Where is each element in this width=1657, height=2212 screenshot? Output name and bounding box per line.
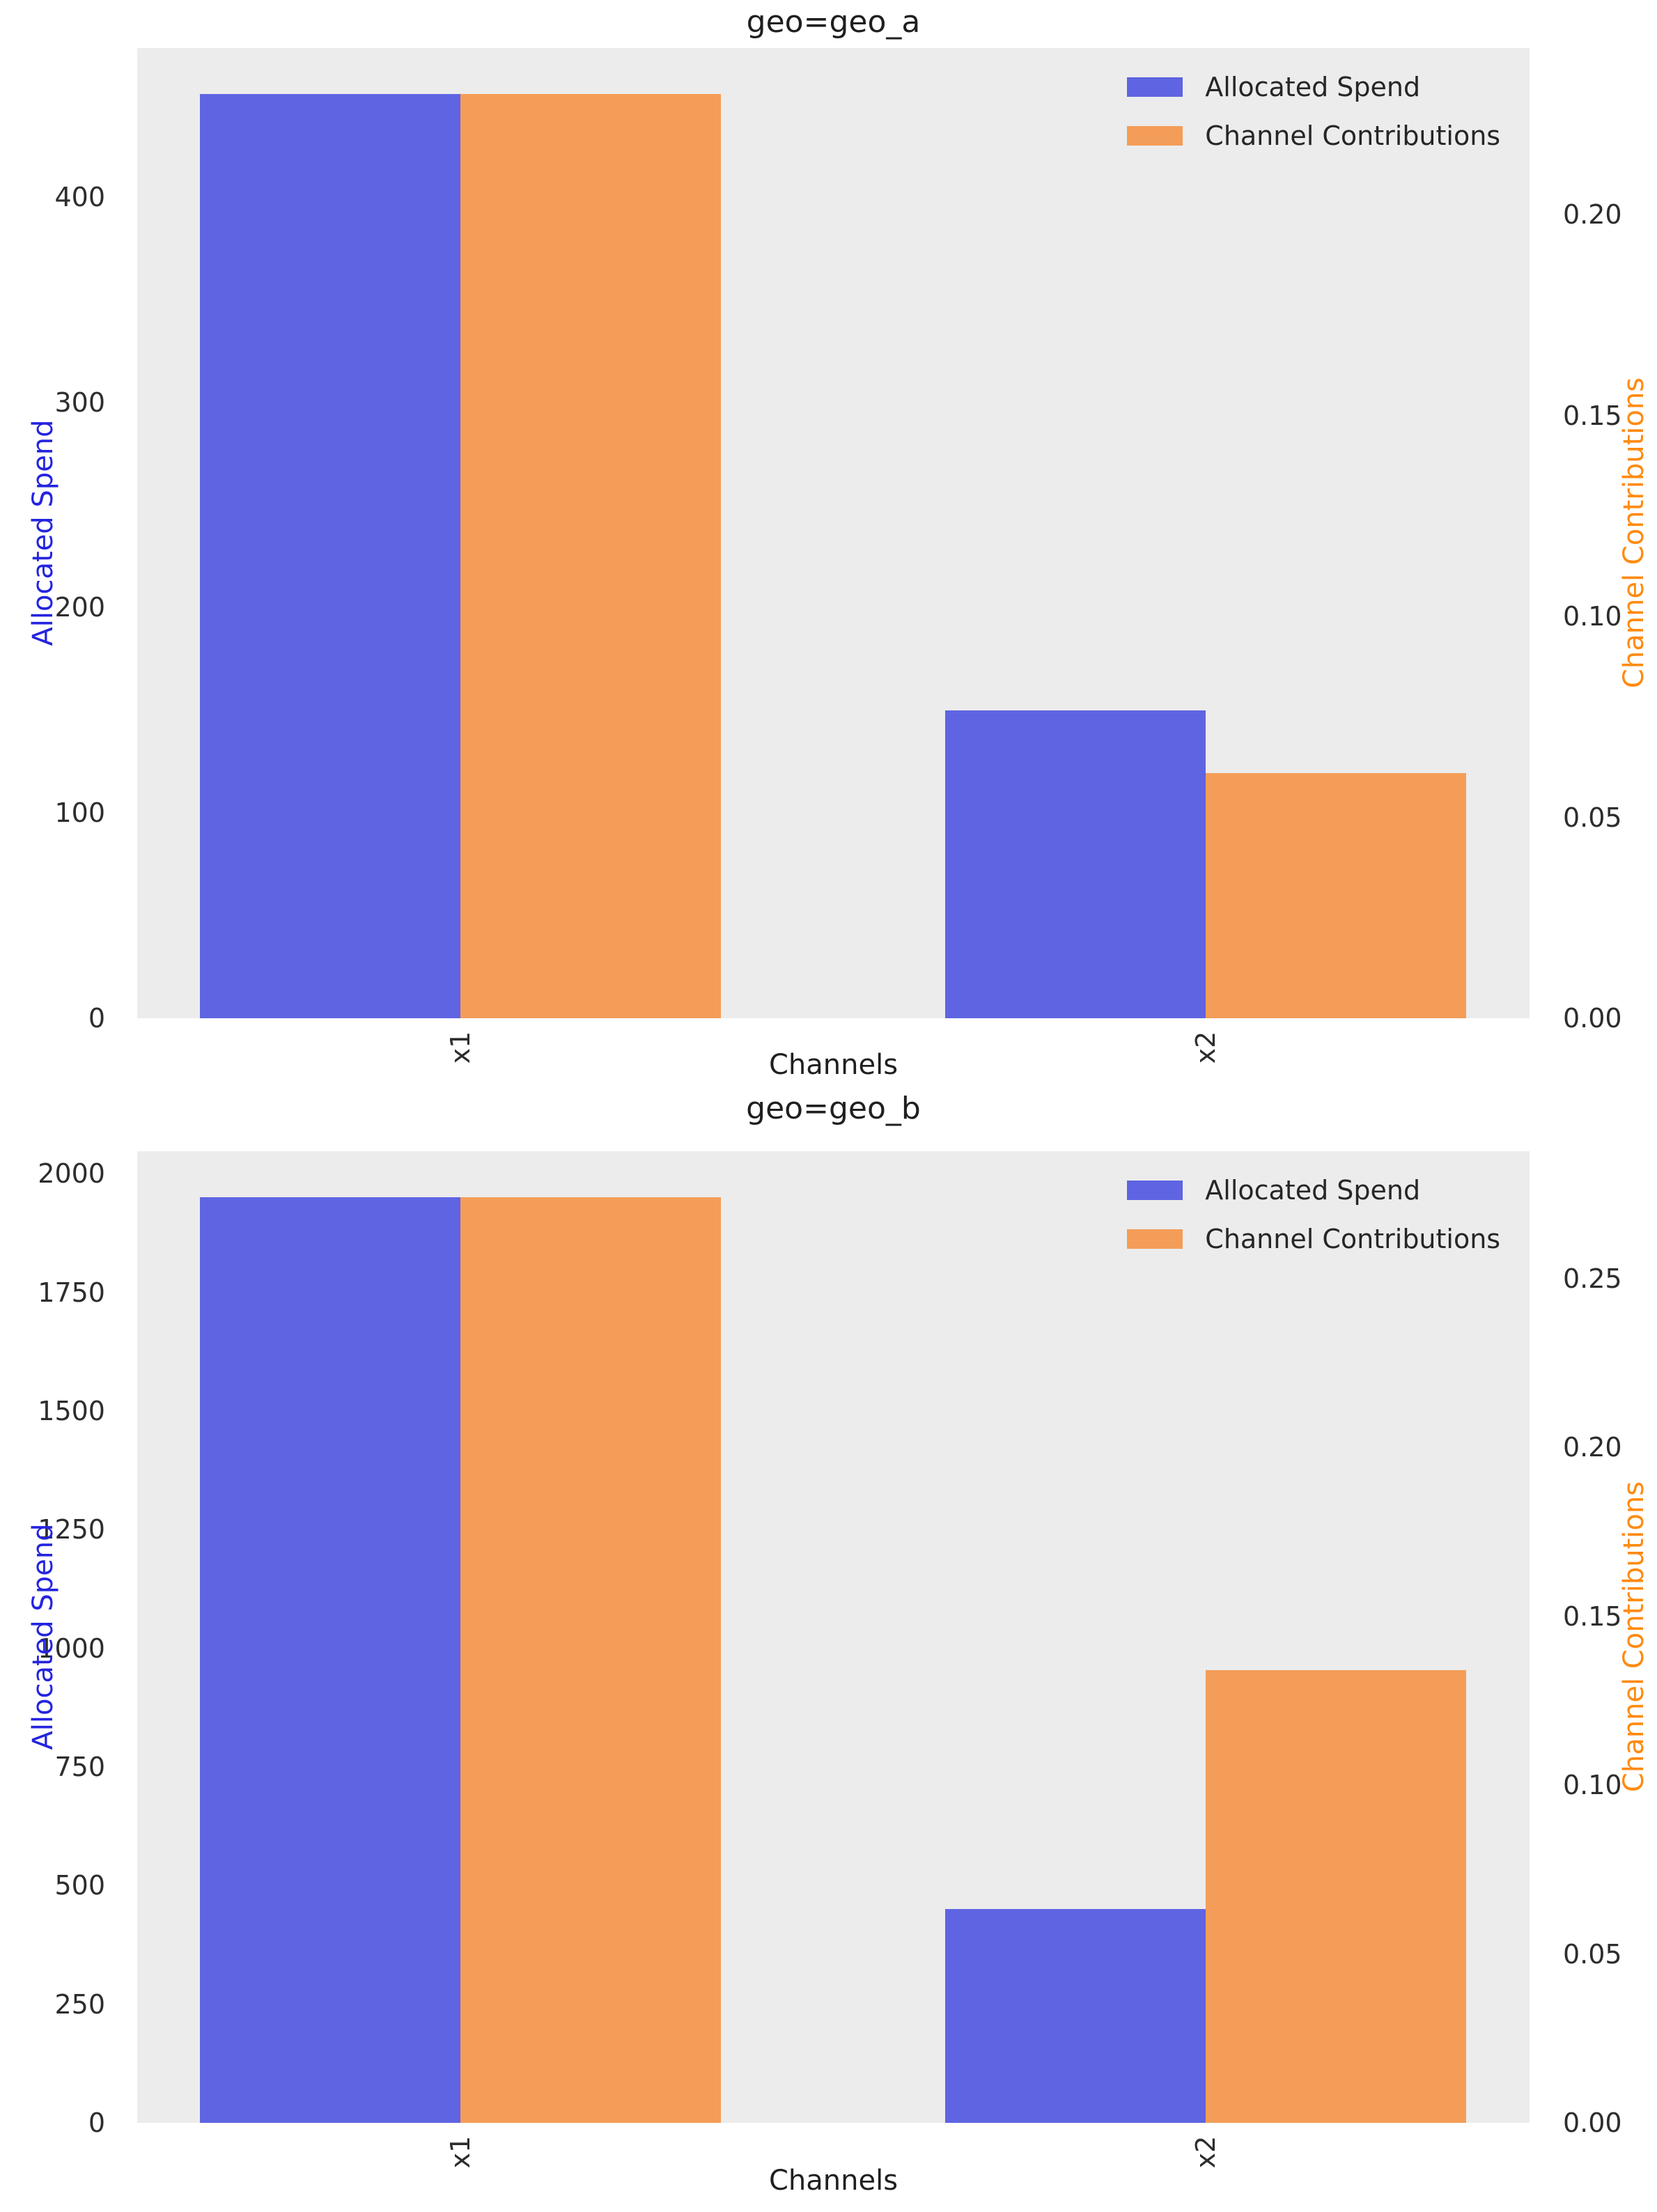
legend: Allocated Spend Channel Contributions [1127, 1176, 1500, 1253]
y-tick-label: 0.10 [1563, 601, 1622, 632]
bar-x1-channel-contributions [460, 1197, 721, 2123]
legend-item-allocated-spend: Allocated Spend [1127, 73, 1500, 101]
y-tick-label: 0.25 [1563, 1263, 1622, 1294]
legend-swatch-channel-contributions [1127, 126, 1183, 146]
y-tick-label: 2000 [38, 1158, 105, 1190]
bar-x2-channel-contributions [1206, 773, 1467, 1018]
y-tick-label: 400 [54, 181, 105, 212]
y-tick-label: 0 [88, 1003, 105, 1034]
y-tick-label: 1750 [38, 1277, 105, 1308]
y-axis-label-left: Allocated Spend [27, 1523, 59, 1750]
y-tick-label: 200 [54, 592, 105, 623]
y-tick-label: 1000 [38, 1633, 105, 1664]
y-tick-label: 0.20 [1563, 199, 1622, 231]
x-axis-label: Channels [768, 1049, 898, 1081]
y-tick-label: 0.00 [1563, 1003, 1622, 1034]
y-tick-label: 0.15 [1563, 400, 1622, 431]
bar-x2-allocated-spend [945, 1909, 1206, 2123]
legend-label: Allocated Spend [1205, 72, 1421, 102]
y-tick-label: 100 [54, 797, 105, 829]
legend-label: Allocated Spend [1205, 1175, 1421, 1206]
bar-x2-channel-contributions [1206, 1670, 1467, 2123]
chart-title: geo=geo_a [746, 4, 921, 40]
y-axis-right-ticks: 0.00 0.05 0.10 0.15 0.20 0.25 [1545, 1151, 1657, 2136]
x-tick-label-x1: x1 [444, 2135, 476, 2169]
bar-x1-channel-contributions [460, 94, 721, 1018]
bar-x2-allocated-spend [945, 710, 1206, 1018]
x-axis-label: Channels [768, 2165, 898, 2197]
y-tick-label: 0.00 [1563, 2108, 1622, 2138]
y-axis-left-ticks: 0 250 500 750 1000 1250 1500 1750 2000 [0, 1151, 120, 2136]
y-axis-left-ticks: 0 100 200 300 400 [0, 48, 120, 1031]
legend-swatch-allocated-spend [1127, 77, 1183, 97]
chart-title: geo=geo_b [746, 1091, 921, 1126]
legend-label: Channel Contributions [1205, 1224, 1501, 1254]
legend: Allocated Spend Channel Contributions [1127, 73, 1500, 150]
bar-x1-allocated-spend [199, 1197, 460, 2123]
legend-item-channel-contributions: Channel Contributions [1127, 122, 1500, 150]
y-tick-label: 1250 [38, 1514, 105, 1545]
legend-item-allocated-spend: Allocated Spend [1127, 1176, 1500, 1204]
y-tick-label: 0.05 [1563, 1938, 1622, 1970]
y-tick-label: 250 [54, 1988, 105, 2020]
y-tick-label: 500 [54, 1870, 105, 1901]
y-tick-label: 0.10 [1563, 1770, 1622, 1801]
legend-swatch-channel-contributions [1127, 1229, 1183, 1249]
legend-item-channel-contributions: Channel Contributions [1127, 1225, 1500, 1253]
y-tick-label: 0.05 [1563, 802, 1622, 833]
y-tick-label: 300 [54, 387, 105, 418]
plot-area: Allocated Spend Channel Contributions [137, 1151, 1530, 2123]
y-tick-label: 1500 [38, 1396, 105, 1427]
y-tick-label: 0.15 [1563, 1600, 1622, 1632]
x-tick-label-x2: x2 [1190, 2135, 1222, 2169]
y-tick-label: 0.20 [1563, 1432, 1622, 1463]
bar-x1-allocated-spend [199, 94, 460, 1018]
y-tick-label: 750 [54, 1752, 105, 1782]
plot-area: Allocated Spend Channel Contributions [137, 48, 1530, 1018]
legend-swatch-allocated-spend [1127, 1181, 1183, 1200]
y-axis-label-right: Channel Contributions [1618, 1481, 1650, 1793]
y-axis-right-ticks: 0.00 0.05 0.10 0.15 0.20 [1545, 48, 1657, 1031]
y-tick-label: 0 [88, 2108, 105, 2138]
legend-label: Channel Contributions [1205, 120, 1501, 151]
